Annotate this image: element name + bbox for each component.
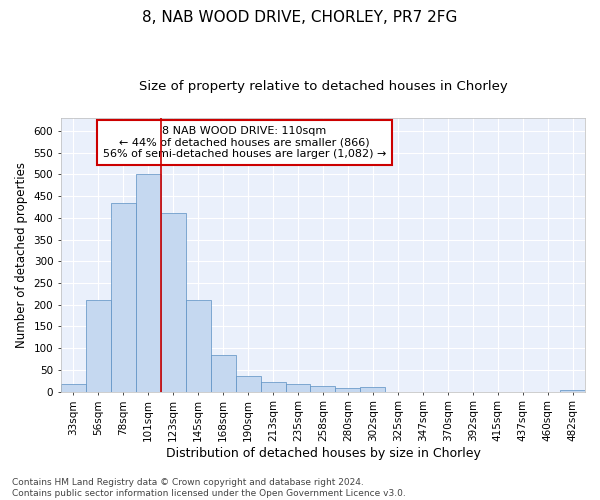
Bar — [310, 386, 335, 392]
Text: Contains HM Land Registry data © Crown copyright and database right 2024.
Contai: Contains HM Land Registry data © Crown c… — [12, 478, 406, 498]
Bar — [560, 390, 585, 392]
Bar — [86, 300, 111, 392]
Bar — [361, 388, 385, 392]
Bar — [335, 388, 361, 392]
Text: 8 NAB WOOD DRIVE: 110sqm
← 44% of detached houses are smaller (866)
56% of semi-: 8 NAB WOOD DRIVE: 110sqm ← 44% of detach… — [103, 126, 386, 159]
Bar — [236, 376, 260, 392]
Bar — [136, 174, 161, 392]
Bar — [186, 300, 211, 392]
Text: 8, NAB WOOD DRIVE, CHORLEY, PR7 2FG: 8, NAB WOOD DRIVE, CHORLEY, PR7 2FG — [142, 10, 458, 25]
Bar — [211, 354, 236, 392]
Title: Size of property relative to detached houses in Chorley: Size of property relative to detached ho… — [139, 80, 508, 93]
X-axis label: Distribution of detached houses by size in Chorley: Distribution of detached houses by size … — [166, 447, 481, 460]
Bar — [260, 382, 286, 392]
Bar — [111, 202, 136, 392]
Y-axis label: Number of detached properties: Number of detached properties — [15, 162, 28, 348]
Bar — [61, 384, 86, 392]
Bar — [161, 214, 186, 392]
Bar — [286, 384, 310, 392]
